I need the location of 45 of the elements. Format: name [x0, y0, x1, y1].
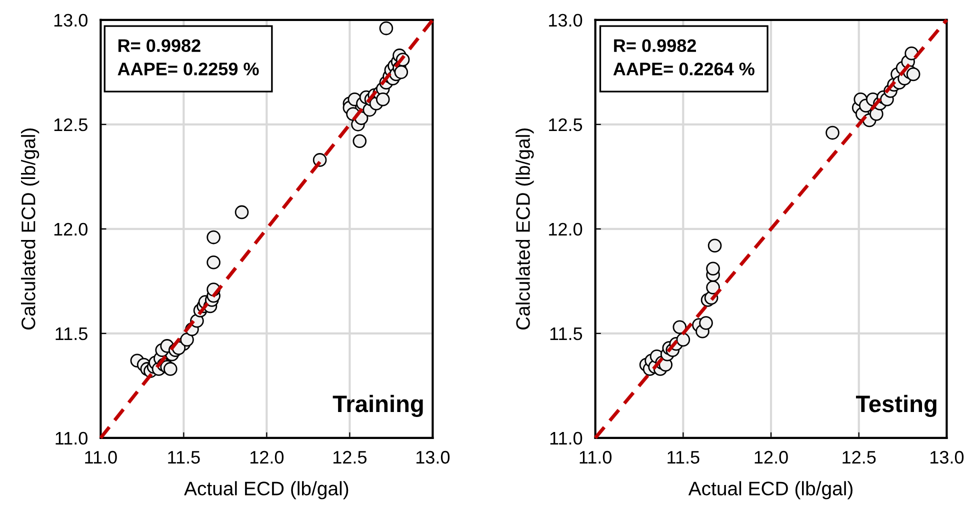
point — [206, 255, 220, 270]
annotation: R= 0.9982 AAPE= 0.2259 % — [118, 39, 259, 76]
y-axis-title: Calculated ECD (lb/gal) — [21, 128, 40, 330]
x-tick-label: 12.0 — [754, 450, 788, 464]
point — [379, 21, 394, 36]
y-tick-label: 13.0 — [54, 14, 88, 27]
annotation: R= 0.9982 AAPE= 0.2264 % — [613, 39, 754, 76]
x-tick-label: 12.0 — [250, 450, 284, 464]
y-tick-label: 11.0 — [56, 432, 88, 445]
x-tick-label: 11.0 — [85, 450, 117, 464]
annotation: Training — [332, 394, 423, 418]
point — [394, 65, 408, 80]
y-tick-label: 11.0 — [550, 432, 582, 445]
point — [672, 320, 687, 334]
point — [706, 280, 720, 294]
x-tick-label: 12.5 — [842, 450, 876, 464]
x-tick-label: 12.5 — [334, 450, 367, 464]
x-tick-label: 11.0 — [580, 450, 612, 464]
point — [826, 126, 840, 140]
x-axis-title: Actual ECD (lb/gal) — [184, 481, 348, 500]
x-tick-label: 13.0 — [930, 450, 964, 464]
point — [352, 134, 367, 148]
point — [163, 362, 178, 376]
x-tick-label: 11.5 — [668, 451, 700, 464]
y-tick-label: 11.5 — [56, 328, 88, 340]
y-tick-label: 12.0 — [54, 222, 88, 236]
point — [706, 262, 720, 276]
x-tick-label: 11.5 — [168, 451, 200, 464]
y-tick-label: 11.5 — [550, 328, 582, 340]
point — [699, 316, 713, 330]
point — [708, 238, 722, 253]
point — [676, 332, 690, 347]
point — [206, 230, 220, 244]
y-axis-title: Calculated ECD (lb/gal) — [516, 128, 534, 330]
annotation: Testing — [856, 394, 936, 418]
y-tick-label: 12.5 — [549, 118, 582, 132]
x-tick-label: 13.0 — [416, 450, 450, 464]
point — [234, 205, 249, 220]
y-tick-label: 12.5 — [54, 118, 88, 132]
y-tick-label: 13.0 — [549, 14, 582, 27]
x-axis-title: Actual ECD (lb/gal) — [688, 481, 852, 500]
point — [906, 67, 920, 82]
point — [376, 92, 390, 106]
point — [180, 332, 194, 347]
y-tick-label: 12.0 — [549, 222, 582, 236]
